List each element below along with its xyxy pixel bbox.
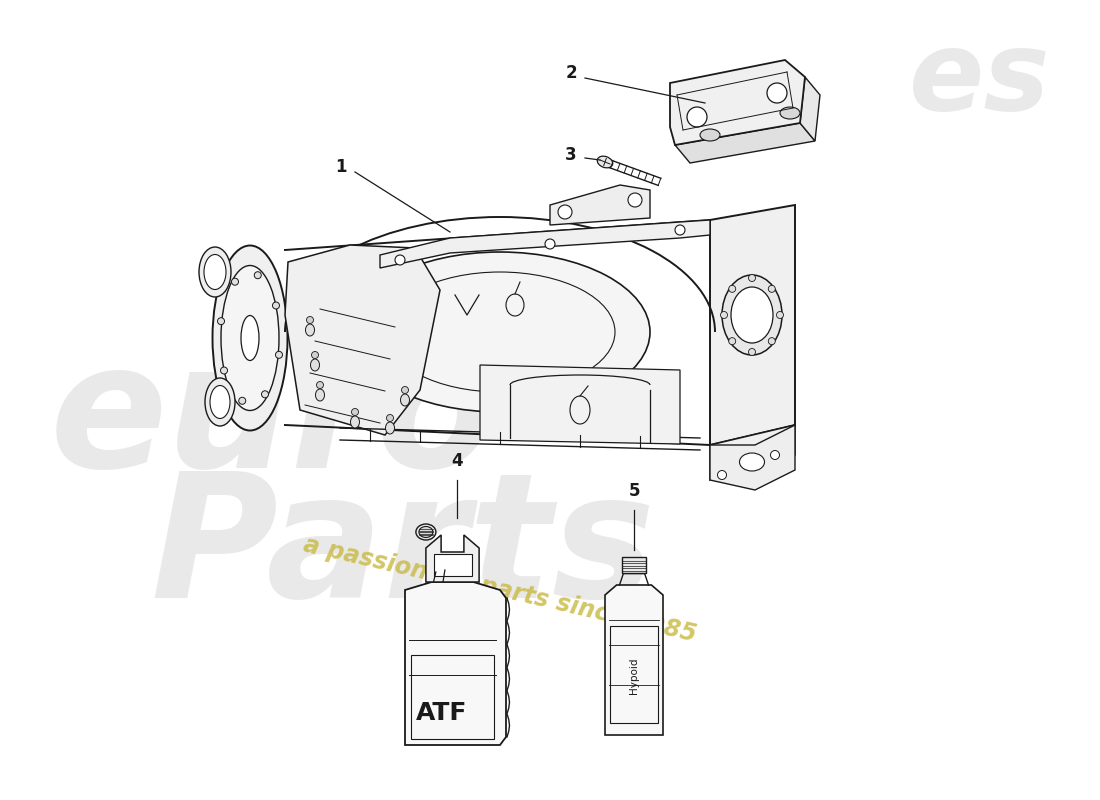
Polygon shape xyxy=(710,425,795,480)
Polygon shape xyxy=(670,60,805,145)
Ellipse shape xyxy=(700,129,720,141)
Ellipse shape xyxy=(728,338,736,345)
Text: ATF: ATF xyxy=(416,701,466,725)
Ellipse shape xyxy=(558,205,572,219)
Ellipse shape xyxy=(386,414,394,422)
Ellipse shape xyxy=(767,83,786,103)
Ellipse shape xyxy=(675,225,685,235)
Ellipse shape xyxy=(728,286,736,292)
Ellipse shape xyxy=(350,252,650,412)
Polygon shape xyxy=(605,585,663,735)
Polygon shape xyxy=(379,220,710,268)
Ellipse shape xyxy=(241,315,258,361)
Polygon shape xyxy=(710,205,795,445)
Text: es: es xyxy=(910,26,1050,134)
Ellipse shape xyxy=(231,278,239,286)
Text: Parts: Parts xyxy=(150,466,656,634)
Text: 4: 4 xyxy=(451,452,463,470)
Ellipse shape xyxy=(768,286,776,292)
Ellipse shape xyxy=(597,156,613,168)
Ellipse shape xyxy=(722,275,782,355)
Ellipse shape xyxy=(317,382,323,389)
Ellipse shape xyxy=(316,389,324,401)
Ellipse shape xyxy=(739,453,764,471)
Text: 3: 3 xyxy=(565,146,578,164)
Polygon shape xyxy=(285,245,440,435)
Text: Hypoid: Hypoid xyxy=(629,658,639,694)
Polygon shape xyxy=(623,557,646,573)
Polygon shape xyxy=(426,535,480,582)
Polygon shape xyxy=(800,77,820,141)
Ellipse shape xyxy=(688,107,707,127)
Ellipse shape xyxy=(351,416,360,428)
Ellipse shape xyxy=(254,272,262,278)
Text: 2: 2 xyxy=(565,64,578,82)
Ellipse shape xyxy=(720,311,727,318)
Ellipse shape xyxy=(307,317,314,323)
Ellipse shape xyxy=(400,394,409,406)
Ellipse shape xyxy=(770,450,780,459)
Ellipse shape xyxy=(385,422,395,434)
Ellipse shape xyxy=(306,324,315,336)
Ellipse shape xyxy=(221,266,279,410)
Ellipse shape xyxy=(416,524,436,540)
Ellipse shape xyxy=(777,311,783,318)
Polygon shape xyxy=(675,123,815,163)
Ellipse shape xyxy=(199,247,231,297)
Ellipse shape xyxy=(239,398,245,404)
Ellipse shape xyxy=(205,378,235,426)
Ellipse shape xyxy=(768,338,776,345)
Ellipse shape xyxy=(780,107,800,119)
Ellipse shape xyxy=(262,390,268,398)
Ellipse shape xyxy=(218,318,224,325)
Ellipse shape xyxy=(419,526,433,538)
Ellipse shape xyxy=(732,287,773,343)
Ellipse shape xyxy=(748,349,756,355)
Text: 5: 5 xyxy=(628,482,640,500)
Polygon shape xyxy=(550,185,650,225)
Ellipse shape xyxy=(275,351,283,358)
Ellipse shape xyxy=(544,239,556,249)
Ellipse shape xyxy=(220,367,228,374)
Polygon shape xyxy=(710,425,795,490)
Text: a passion for parts since 1985: a passion for parts since 1985 xyxy=(301,533,698,647)
Ellipse shape xyxy=(310,359,319,371)
Ellipse shape xyxy=(628,193,642,207)
Ellipse shape xyxy=(402,386,408,394)
Ellipse shape xyxy=(204,254,226,290)
Polygon shape xyxy=(480,365,680,444)
Ellipse shape xyxy=(210,386,230,418)
Ellipse shape xyxy=(748,274,756,282)
Ellipse shape xyxy=(273,302,279,309)
Text: euro: euro xyxy=(50,335,496,505)
Polygon shape xyxy=(433,554,472,576)
Ellipse shape xyxy=(395,255,405,265)
Polygon shape xyxy=(405,582,506,745)
Ellipse shape xyxy=(212,246,287,430)
Ellipse shape xyxy=(717,470,726,479)
Text: 1: 1 xyxy=(336,158,346,176)
Ellipse shape xyxy=(352,409,359,415)
Ellipse shape xyxy=(311,351,319,358)
